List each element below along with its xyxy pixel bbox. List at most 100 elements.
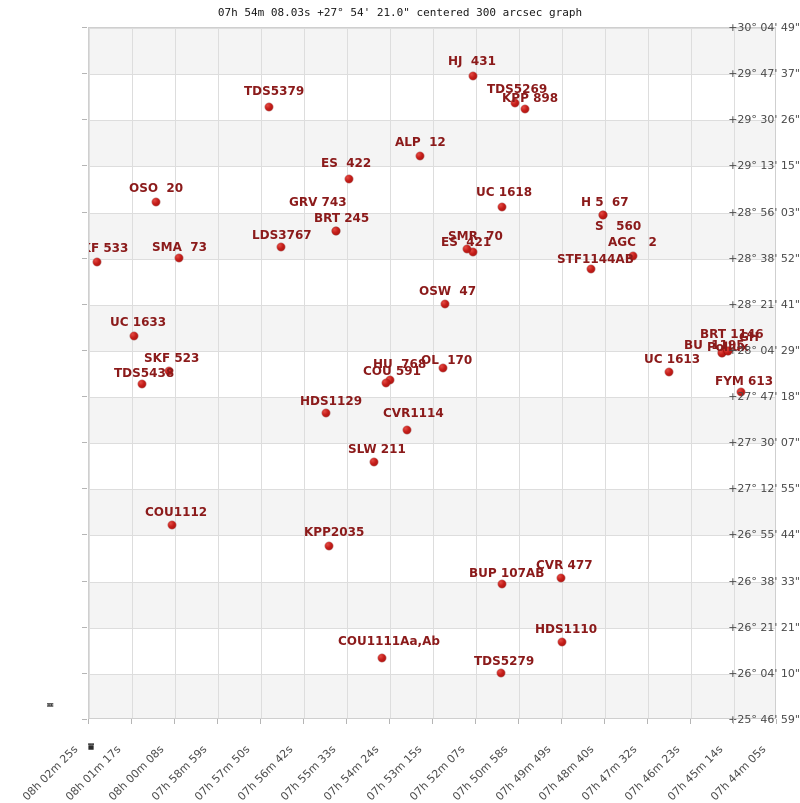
star-marker[interactable] (498, 203, 506, 211)
x-axis-tick-mark (518, 719, 519, 724)
star-marker[interactable] (724, 347, 732, 355)
star-marker[interactable] (378, 654, 386, 662)
background-band (89, 489, 775, 536)
star-marker[interactable] (277, 243, 285, 251)
gridline-vertical (89, 28, 90, 718)
star-marker[interactable] (557, 574, 565, 582)
star-marker[interactable] (93, 258, 101, 266)
star-marker[interactable] (165, 367, 173, 375)
star-label: OSW 47 (419, 284, 477, 298)
star-label: OL 170 (421, 353, 473, 367)
x-axis-tick-mark (217, 719, 218, 724)
y-axis-tick-label: +27° 12' 55" (728, 482, 800, 496)
star-label: HDS1129 (300, 394, 363, 408)
star-label: ES 421 (441, 235, 492, 249)
y-axis-tick-label: +29° 47' 37" (728, 67, 800, 81)
gridline-horizontal (89, 304, 775, 306)
star-marker[interactable] (345, 175, 353, 183)
star-label: COU1111Aa,Ab (338, 634, 440, 648)
star-label: H 5 67 (581, 195, 629, 209)
star-marker[interactable] (737, 388, 745, 396)
star-label: BRT 245 (314, 211, 370, 225)
y-axis-tick-label: +29° 30' 26" (728, 113, 800, 127)
star-label: Pollux (707, 340, 749, 354)
gridline-horizontal (89, 258, 775, 260)
axis-corner-glyph-top: ≖ (46, 700, 55, 711)
gridline-vertical (304, 28, 305, 718)
star-label: BRT 1146 (700, 327, 764, 341)
star-label: SLW 211 (348, 442, 406, 456)
y-axis-tick-mark (82, 257, 87, 259)
star-marker[interactable] (332, 227, 340, 235)
background-band (89, 28, 775, 75)
background-band (89, 581, 775, 628)
y-axis-tick-label: +29° 13' 15" (728, 159, 800, 173)
star-marker[interactable] (521, 105, 529, 113)
star-label: GH (739, 330, 759, 344)
x-axis-tick-mark (260, 719, 261, 724)
star-marker[interactable] (322, 409, 330, 417)
star-marker[interactable] (175, 254, 183, 262)
plot-area[interactable]: HJ 431 TDS5379 TDS5269 KPP 898 ALP 12 ES 422 O… (88, 27, 776, 719)
gridline-vertical (519, 28, 520, 718)
star-marker[interactable] (629, 252, 637, 260)
star-marker[interactable] (469, 72, 477, 80)
star-marker[interactable] (511, 99, 519, 107)
star-marker[interactable] (152, 198, 160, 206)
star-marker[interactable] (498, 580, 506, 588)
star-label: GRV 743 (289, 195, 347, 209)
gridline-horizontal (89, 673, 775, 675)
star-marker[interactable] (370, 458, 378, 466)
gridline-horizontal (89, 627, 775, 629)
star-label: S 560 (595, 219, 642, 233)
gridline-horizontal (89, 28, 775, 29)
star-marker[interactable] (168, 521, 176, 529)
star-marker[interactable] (439, 364, 447, 372)
star-marker[interactable] (325, 542, 333, 550)
star-marker[interactable] (403, 426, 411, 434)
gridline-horizontal (89, 120, 775, 122)
star-marker[interactable] (265, 103, 273, 111)
star-marker[interactable] (463, 245, 471, 253)
star-marker[interactable] (130, 332, 138, 340)
star-label: HJ 431 (448, 54, 496, 68)
star-label: SKF 533 (89, 241, 129, 255)
star-marker[interactable] (441, 300, 449, 308)
star-marker[interactable] (558, 638, 566, 646)
star-label: SMA 73 (152, 240, 207, 254)
gridline-horizontal (89, 212, 775, 214)
y-axis-tick-mark (82, 349, 87, 351)
x-axis-tick-mark (475, 719, 476, 724)
chart-title: 07h 54m 08.03s +27° 54' 21.0" centered 3… (217, 6, 583, 19)
gridline-horizontal (89, 581, 775, 583)
x-axis-tick-mark (303, 719, 304, 724)
star-marker[interactable] (599, 211, 607, 219)
y-axis-tick-mark (82, 73, 87, 75)
y-axis-tick-label: +25° 46' 59" (728, 713, 800, 726)
star-marker[interactable] (386, 376, 394, 384)
star-marker[interactable] (382, 379, 390, 387)
star-marker[interactable] (138, 380, 146, 388)
star-marker[interactable] (497, 669, 505, 677)
star-label: AGC 2 (608, 235, 657, 249)
star-marker[interactable] (665, 368, 673, 376)
star-label: LDS3767 (252, 228, 312, 242)
star-marker[interactable] (469, 248, 477, 256)
star-label: BU 1195 (684, 338, 745, 352)
background-band (89, 673, 775, 718)
star-label: UC 1613 (644, 352, 701, 366)
y-axis-tick-mark (82, 165, 87, 167)
x-axis-tick-mark (174, 719, 175, 724)
x-axis-tick-mark (131, 719, 132, 724)
y-axis-tick-mark (82, 119, 87, 121)
gridline-horizontal (89, 535, 775, 537)
star-marker[interactable] (416, 152, 424, 160)
star-marker[interactable] (587, 265, 595, 273)
background-band (89, 397, 775, 444)
y-axis-tick-mark (82, 27, 87, 28)
star-marker[interactable] (718, 349, 726, 357)
star-label: COU 591 (363, 364, 421, 378)
x-axis-tick-mark (432, 719, 433, 724)
y-axis-tick-mark (82, 396, 87, 398)
